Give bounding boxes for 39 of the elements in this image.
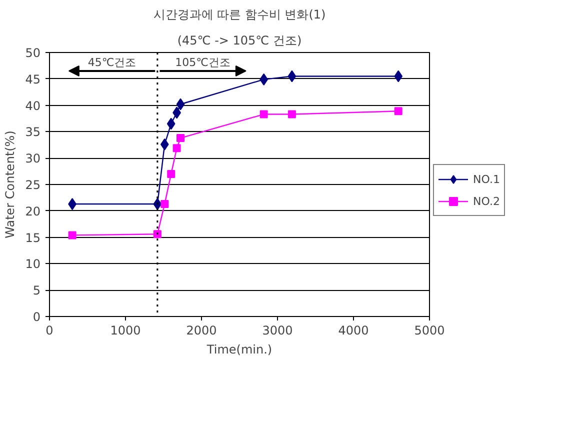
legend-label: NO.2 bbox=[473, 194, 500, 208]
legend-label: NO.1 bbox=[473, 172, 500, 186]
point bbox=[394, 70, 403, 82]
y-tick-label: 20 bbox=[25, 204, 41, 218]
y-tick-label: 45 bbox=[25, 72, 41, 86]
point bbox=[394, 107, 402, 116]
y-tick-label: 15 bbox=[25, 230, 41, 245]
y-tick-label: 40 bbox=[25, 98, 41, 113]
y-tick-label: 30 bbox=[25, 152, 41, 166]
point bbox=[153, 230, 162, 238]
annotation: 45℃건조 bbox=[88, 56, 136, 69]
chart-subtitle: (45℃ -> 105℃ 건조) bbox=[177, 34, 302, 48]
point bbox=[172, 144, 181, 152]
point bbox=[176, 98, 185, 110]
x-tick-label: 2000 bbox=[186, 324, 217, 338]
y-tick-label: 10 bbox=[25, 257, 41, 272]
chart-title: 시간경과에 따른 함수비 변화(1) bbox=[153, 8, 326, 22]
y-axis-title: Water Content(%) bbox=[3, 130, 18, 238]
x-tick-label: 4000 bbox=[338, 324, 369, 338]
point bbox=[160, 200, 169, 208]
y-tick-label: 50 bbox=[25, 46, 41, 60]
y-tick-label: 5 bbox=[32, 284, 41, 298]
point bbox=[68, 231, 76, 240]
y-tick-label: 25 bbox=[25, 178, 41, 192]
x-tick-label: 5000 bbox=[414, 324, 445, 338]
point bbox=[160, 138, 169, 150]
annotation: 105℃건조 bbox=[175, 56, 230, 69]
y-tick-label: 0 bbox=[32, 310, 41, 324]
x-axis-title: Time(min.) bbox=[206, 342, 272, 356]
x-tick-label: 1000 bbox=[110, 324, 141, 338]
point bbox=[167, 170, 176, 178]
point bbox=[166, 118, 176, 130]
point bbox=[176, 134, 185, 142]
point bbox=[260, 110, 268, 118]
x-tick-label: 3000 bbox=[262, 324, 293, 338]
point bbox=[288, 110, 296, 118]
y-tick-label: 35 bbox=[25, 125, 41, 140]
x-tick-label: 0 bbox=[46, 324, 54, 338]
point bbox=[288, 70, 296, 82]
